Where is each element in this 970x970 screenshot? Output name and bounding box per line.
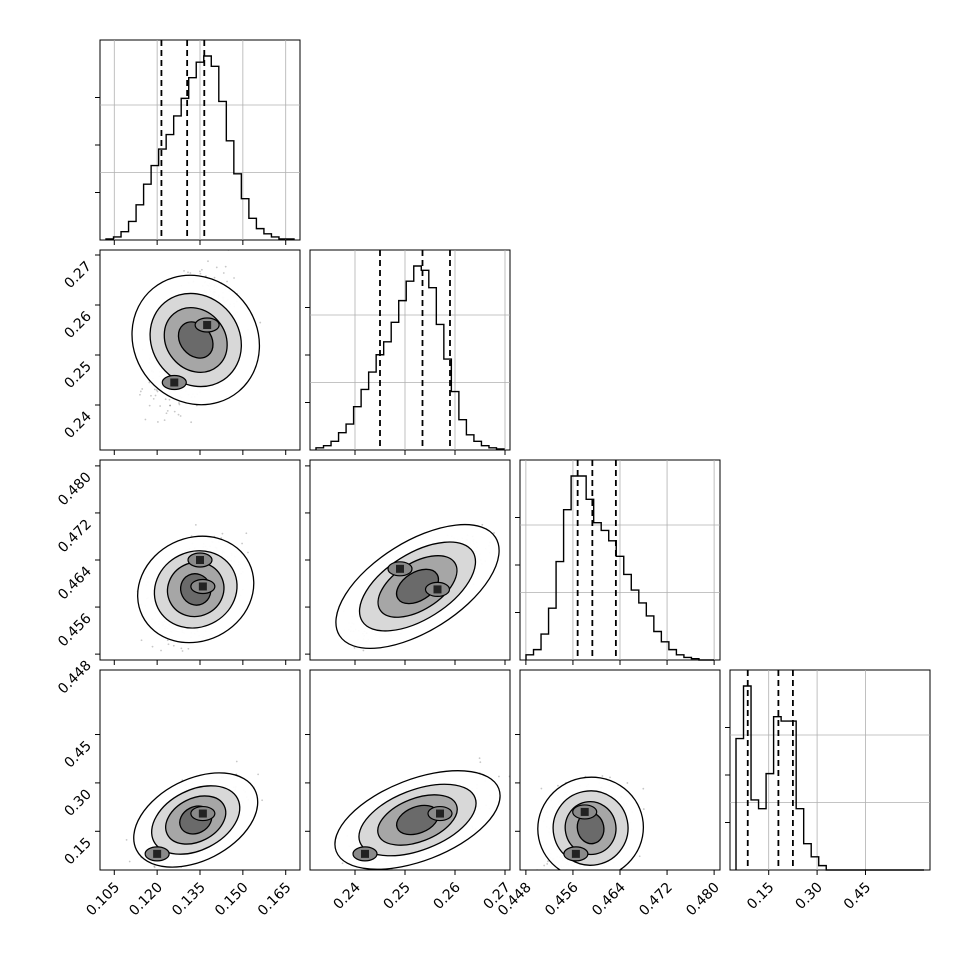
mode-peak [153, 849, 162, 858]
hist-panel-1 [305, 249, 511, 451]
scatter-panel-3-2 [519, 669, 721, 871]
y-tick-label: 0.15 [61, 835, 94, 868]
mode-peak [198, 809, 207, 818]
hist-panel-3 [725, 669, 931, 871]
mode-peak [396, 564, 404, 573]
hist-panel-0 [95, 39, 301, 241]
y-tick-label: 0.480 [55, 469, 95, 509]
mode-peak [436, 809, 444, 818]
x-tick-label: 0.26 [430, 879, 463, 912]
mode-peak [361, 849, 369, 858]
scatter-panel-2-1 [309, 459, 511, 661]
y-tick-label: 0.26 [61, 308, 94, 341]
hist-panel-2 [515, 459, 721, 661]
x-tick-label: 0.105 [83, 880, 123, 920]
mode-peak [571, 849, 580, 858]
scatter-panel-1-0 [99, 249, 301, 451]
mode-peak [198, 582, 207, 591]
x-tick-label: 0.45 [841, 880, 874, 913]
y-tick-label: 0.464 [55, 563, 95, 603]
histogram-step [735, 685, 924, 871]
x-tick-label: 0.30 [793, 880, 826, 913]
scatter-panel-3-1 [309, 669, 511, 871]
scatter-panel-3-0 [99, 669, 301, 871]
x-tick-label: 0.480 [683, 880, 723, 920]
panel-frame [309, 249, 511, 451]
y-tick-label: 0.45 [61, 738, 94, 771]
histogram-step [105, 55, 295, 240]
histogram-step [525, 475, 714, 661]
y-tick-label: 0.448 [55, 658, 95, 698]
x-tick-label: 0.464 [589, 879, 629, 919]
mode-peak [580, 807, 589, 816]
x-tick-label: 0.135 [169, 880, 209, 920]
y-tick-label: 0.472 [55, 516, 95, 556]
mode-peak [203, 321, 212, 329]
x-tick-label: 0.120 [126, 880, 166, 920]
mode-peak [170, 378, 179, 387]
panel-frame [309, 669, 511, 871]
y-tick-label: 0.25 [61, 359, 94, 392]
y-tick-label: 0.27 [61, 259, 94, 292]
x-tick-label: 0.150 [212, 880, 252, 920]
x-tick-label: 0.25 [380, 880, 413, 913]
x-tick-label: 0.15 [744, 880, 777, 913]
contour-level-3 [395, 568, 440, 605]
y-tick-label: 0.30 [61, 786, 94, 819]
y-tick-label: 0.24 [61, 408, 94, 441]
x-tick-label: 0.24 [330, 879, 363, 912]
x-tick-label: 0.456 [542, 879, 582, 919]
y-tick-label: 0.456 [55, 611, 95, 651]
histogram-step [315, 265, 505, 450]
scatter-panel-2-0 [99, 459, 301, 661]
x-tick-label: 0.472 [636, 880, 676, 920]
mode-peak [433, 585, 442, 594]
x-tick-label: 0.165 [255, 880, 295, 920]
mode-peak [196, 556, 204, 564]
panel-frame [729, 669, 931, 871]
